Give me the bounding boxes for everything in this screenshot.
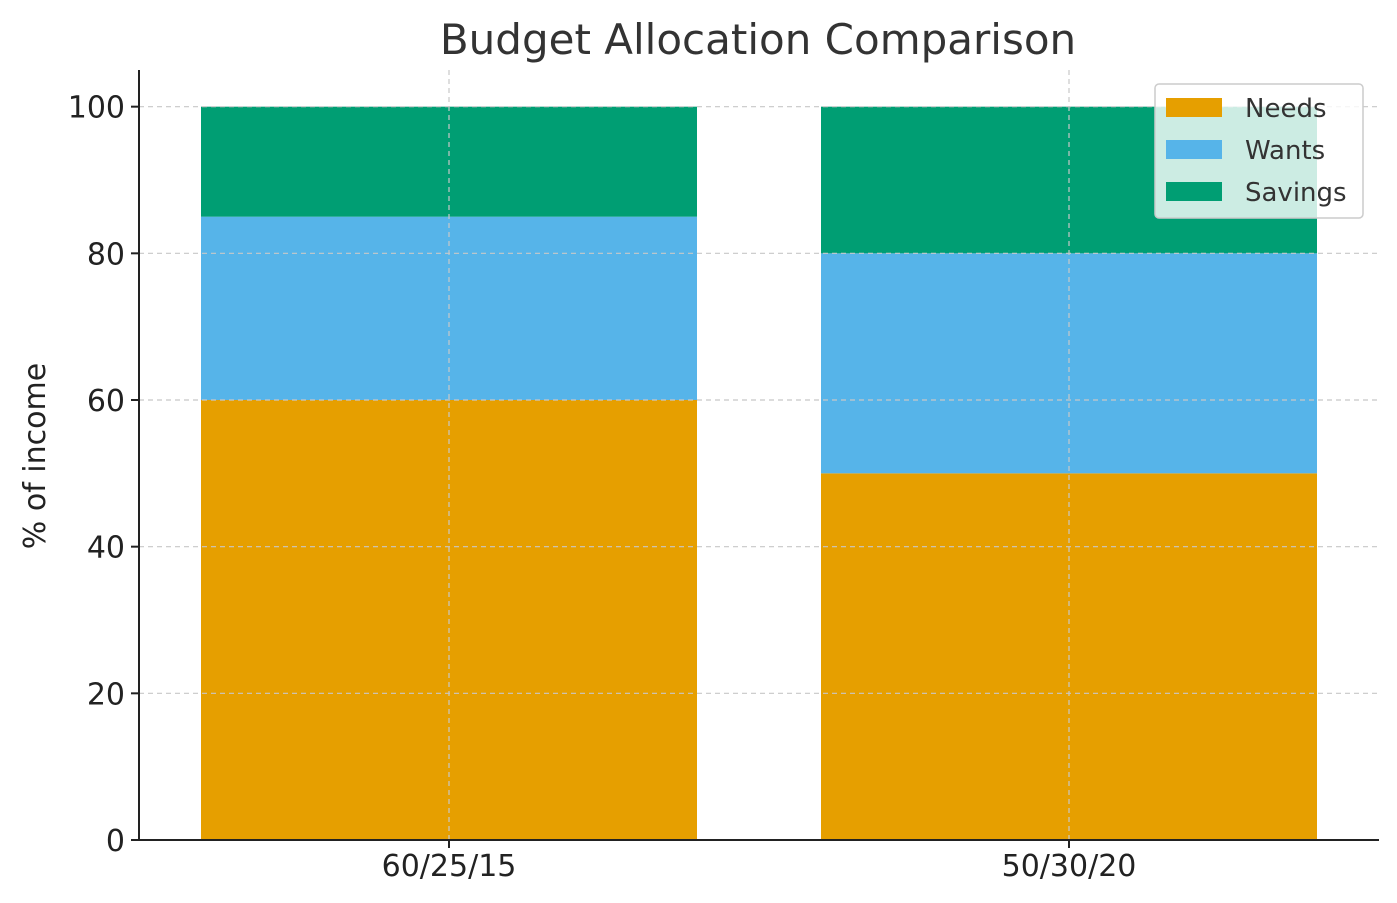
bars xyxy=(201,106,1317,840)
x-tick-label-1: 50/30/20 xyxy=(1002,849,1137,884)
y-tick-label-4: 80 xyxy=(87,237,125,272)
y-tick-label-0: 0 xyxy=(106,824,125,859)
legend-label-needs: Needs xyxy=(1245,94,1327,124)
legend-swatch-savings xyxy=(1166,182,1222,201)
y-tick-label-3: 60 xyxy=(87,384,125,419)
x-tick-label-0: 60/25/15 xyxy=(382,849,517,884)
y-tick-label-5: 100 xyxy=(68,91,125,126)
y-tick-label-2: 40 xyxy=(87,531,125,566)
legend: Needs Wants Savings xyxy=(1154,83,1364,219)
legend-label-savings: Savings xyxy=(1245,178,1347,208)
legend-swatch-needs xyxy=(1166,98,1222,117)
y-tick-label-1: 20 xyxy=(87,677,125,712)
legend-label-wants: Wants xyxy=(1245,136,1325,166)
chart-title: Budget Allocation Comparison xyxy=(440,15,1076,64)
y-axis-label: % of income xyxy=(18,363,53,549)
grid-lines xyxy=(139,70,1379,840)
tick-labels: 0 20 40 60 80 100 60/25/15 50/30/20 xyxy=(68,91,1137,884)
legend-swatch-wants xyxy=(1166,140,1222,159)
axes xyxy=(138,70,1379,841)
